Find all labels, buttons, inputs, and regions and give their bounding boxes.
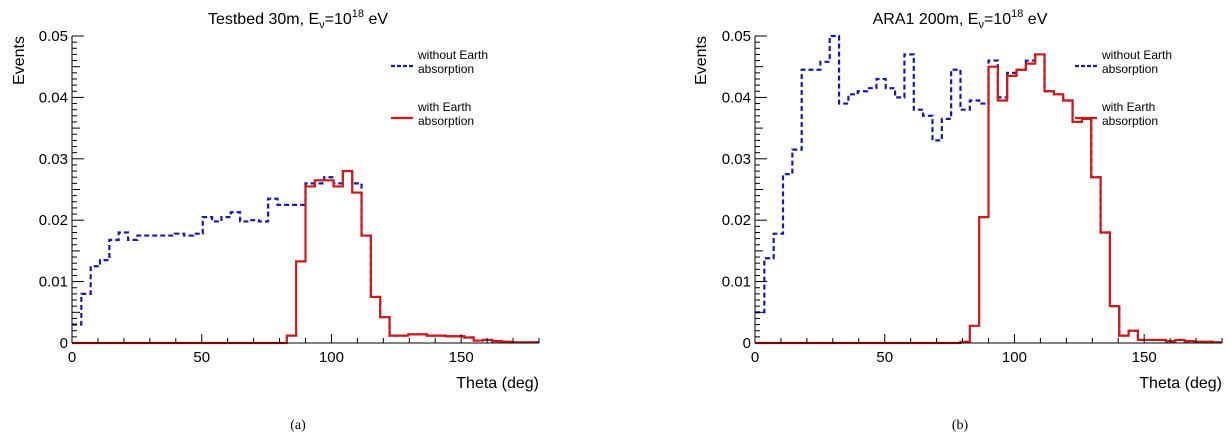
series-1-line (755, 53, 1222, 345)
y-tick-label: 0.02 (722, 212, 751, 229)
y-tick-label: 0.01 (722, 274, 751, 291)
x-tick-label: 100 (1002, 349, 1027, 366)
x-axis-label: Theta (deg) (1139, 375, 1222, 392)
chart-title-exponent: 18 (1011, 8, 1023, 20)
series-1-line (72, 169, 539, 345)
y-tick-label: 0.01 (39, 274, 68, 291)
x-tick-label: 150 (1132, 349, 1157, 366)
legend-label-0-line1: without Earth (1101, 48, 1172, 62)
y-axis-label: Events (693, 36, 710, 85)
x-tick-label: 150 (449, 349, 474, 366)
chart-panel-a: Testbed 30m, Eν=1018 eV 0 50 100 150 0 0.01 0.0… (11, 8, 540, 433)
x-tick-label: 0 (68, 349, 76, 366)
y-tick-label: 0.05 (39, 28, 68, 45)
chart-title-unit: eV (1023, 11, 1047, 28)
legend-label-0-line2: absorption (1102, 62, 1158, 76)
chart-title: Testbed 30m, Eν=1018 eV (208, 8, 388, 31)
legend-label-0-line2: absorption (418, 62, 474, 76)
legend-label-1-line2: absorption (418, 114, 474, 128)
x-tick-label: 50 (876, 349, 893, 366)
y-tick-label: 0.03 (39, 151, 68, 168)
chart-title-unit: eV (364, 11, 388, 28)
figure-caption: (b) (952, 418, 969, 433)
y-tick-label: 0.03 (722, 151, 751, 168)
y-tick-label: 0.04 (39, 89, 68, 106)
chart-title-equals: =10 (984, 11, 1011, 28)
x-tick-label: 0 (751, 349, 759, 366)
x-tick-label: 50 (193, 349, 210, 366)
chart-title: ARA1 200m, Eν=1018 eV (873, 8, 1048, 31)
chart-title-main: Testbed 30m, E (208, 11, 319, 28)
legend-label-1-line1: with Earth (417, 100, 471, 114)
y-tick-label: 0.04 (722, 89, 751, 106)
legend-label-0-line1: without Earth (417, 48, 488, 62)
chart-panel-b: ARA1 200m, Eν=1018 eV 0 50 100 150 0 0.01 0.02 0… (693, 8, 1223, 433)
x-axis-label: Theta (deg) (456, 375, 539, 392)
legend-label-1-line2: absorption (1102, 114, 1158, 128)
chart-title-subscript: ν (978, 19, 984, 31)
y-tick-label: 0.05 (722, 28, 751, 45)
chart-title-main: ARA1 200m, E (873, 11, 979, 28)
y-axis-label: Events (11, 36, 28, 85)
y-tick-label: 0 (60, 335, 68, 352)
y-tick-label: 0 (743, 335, 751, 352)
legend-label-1-line1: with Earth (1101, 100, 1155, 114)
chart-title-exponent: 18 (352, 8, 364, 20)
figure-caption: (a) (290, 418, 306, 433)
chart-title-subscript: ν (319, 19, 325, 31)
y-tick-label: 0.02 (39, 212, 68, 229)
series-0-line (72, 169, 539, 344)
x-tick-label: 100 (319, 349, 344, 366)
chart-title-equals: =10 (325, 11, 352, 28)
